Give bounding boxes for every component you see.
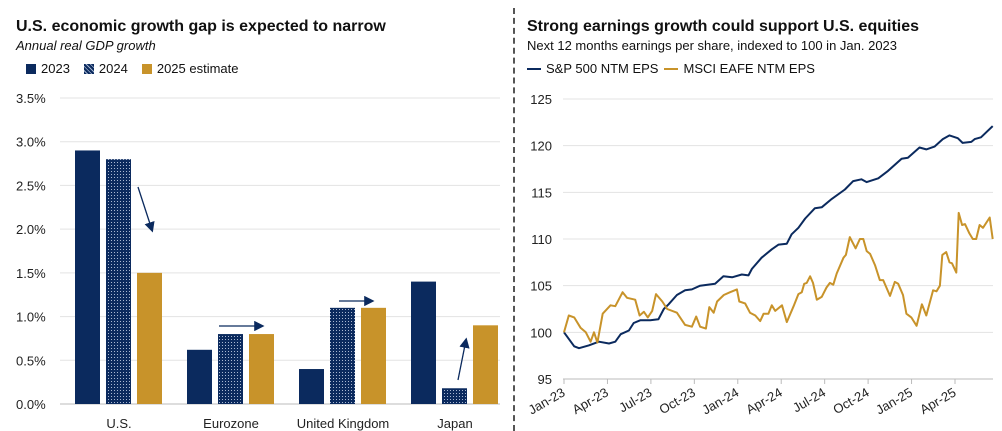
legend-2023: 2023 (26, 61, 70, 76)
panel-divider (513, 8, 515, 431)
left-legend: 2023 2024 2025 estimate (26, 61, 239, 76)
legend-line (527, 67, 541, 70)
y-tick-label: 3.5% (16, 91, 46, 106)
legend-label: S&P 500 NTM EPS (546, 61, 659, 76)
legend-label: 2023 (41, 61, 70, 76)
x-tick-label: United Kingdom (297, 416, 390, 431)
x-tick-label: U.S. (106, 416, 131, 431)
left-chart-subtitle: Annual real GDP growth (16, 38, 156, 53)
y-tick-label: 100 (530, 325, 552, 340)
y-tick-label: 2.5% (16, 178, 46, 193)
x-tick-label: Eurozone (203, 416, 259, 431)
x-tick-label: Apr-23 (570, 385, 611, 418)
x-tick-label: Oct-24 (830, 385, 871, 417)
bar-2023-Japan (411, 281, 436, 404)
legend-sp500: S&P 500 NTM EPS (527, 61, 658, 76)
y-tick-label: 125 (530, 92, 552, 107)
x-tick-label: Apr-25 (917, 385, 958, 418)
y-tick-label: 115 (531, 185, 552, 200)
y-tick-label: 105 (530, 279, 552, 294)
series-line-sp500 (563, 125, 994, 350)
y-tick-label: 0.5% (16, 353, 46, 368)
y-tick-label: 2.0% (16, 222, 46, 237)
legend-swatch (141, 63, 152, 74)
right-legend: S&P 500 NTM EPS MSCI EAFE NTM EPS (527, 61, 815, 76)
legend-label: MSCI EAFE NTM EPS (683, 61, 815, 76)
legend-label: 2024 (98, 61, 128, 76)
x-tick-label: Oct-23 (657, 385, 698, 417)
legend-2024: 2024 (83, 61, 128, 76)
bar-2024-US (106, 159, 131, 404)
trend-arrow-3 (457, 337, 470, 381)
bar-2023-US (75, 150, 100, 404)
legend-swatch (26, 63, 36, 74)
legend-label: 2025 estimate (156, 61, 239, 76)
bar-2024-UnitedKingdom (330, 307, 355, 404)
bar-2025-estimate-UnitedKingdom (361, 307, 386, 404)
legend-eafe: MSCI EAFE NTM EPS (664, 61, 815, 76)
x-tick-label: Jan-24 (699, 385, 741, 418)
y-tick-label: 120 (530, 139, 552, 154)
right-chart-subtitle: Next 12 months earnings per share, index… (527, 38, 898, 53)
legend-line (664, 67, 679, 70)
y-tick-label: 1.0% (16, 310, 46, 325)
legend-2025: 2025 estimate (141, 61, 239, 76)
bar-2025-estimate-Japan (473, 325, 498, 404)
x-tick-label: Apr-24 (743, 385, 784, 418)
bar-2024-Eurozone (218, 334, 243, 404)
x-tick-label: Jul-24 (790, 385, 828, 416)
y-tick-label: 0.0% (16, 397, 46, 412)
legend-swatch (83, 63, 94, 74)
series-line-msci-eafe (563, 211, 994, 344)
left-chart-title: U.S. economic growth gap is expected to … (16, 18, 386, 35)
bar-2024-Japan (442, 388, 467, 404)
y-tick-label: 1.5% (16, 266, 46, 281)
x-tick-label: Jan-23 (526, 385, 568, 418)
y-tick-label: 110 (531, 232, 552, 247)
trend-arrow-0 (137, 186, 155, 233)
y-tick-label: 95 (538, 372, 552, 387)
x-tick-label: Jan-25 (873, 385, 915, 418)
bar-2023-Eurozone (187, 349, 212, 404)
x-tick-label: Japan (437, 416, 472, 431)
gdp-bar-chart: 0.0% 0.5% 1.0% 1.5% 2.0% 2.5% 3.0% 3.5% U.S. Euro… (16, 91, 500, 431)
x-tick-label: Jul-23 (616, 385, 654, 416)
right-chart-title: Strong earnings growth could support U.S… (527, 18, 920, 35)
bar-2025-estimate-Eurozone (249, 334, 274, 404)
y-tick-label: 3.0% (16, 135, 46, 150)
bar-2023-UnitedKingdom (299, 369, 324, 404)
bar-2025-estimate-US (137, 272, 162, 404)
